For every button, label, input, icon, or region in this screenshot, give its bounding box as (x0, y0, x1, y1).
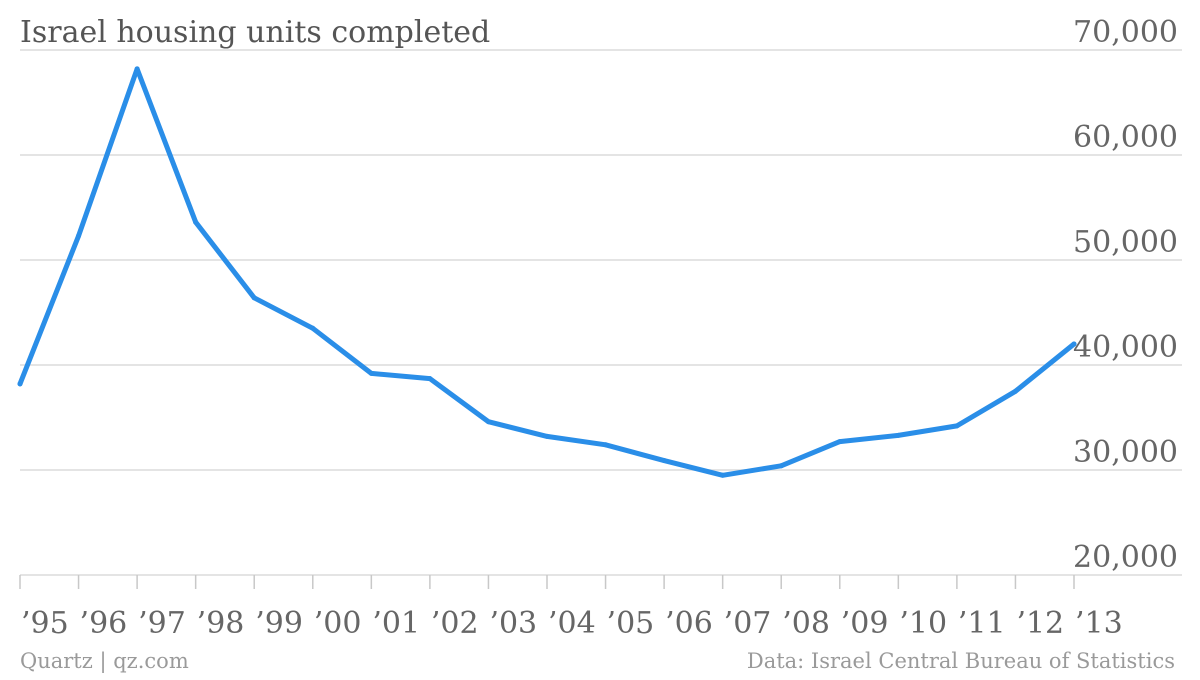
x-tick-label: ’09 (841, 606, 889, 641)
x-tick-label: ’97 (138, 606, 186, 641)
x-tick-label: ’01 (372, 606, 420, 641)
data-point (76, 233, 82, 239)
data-point (485, 419, 491, 425)
y-tick-label: 60,000 (1073, 120, 1178, 155)
x-tick-label: ’08 (782, 606, 830, 641)
data-point (193, 219, 199, 225)
data-point (895, 432, 901, 438)
data-point (661, 458, 667, 464)
x-tick-label: ’96 (80, 606, 128, 641)
series-layer (17, 66, 1077, 478)
source-credit: Quartz | qz.com (20, 649, 189, 674)
x-tick-label: ’10 (899, 606, 947, 641)
x-tick-label: ’03 (489, 606, 537, 641)
y-tick-label: 20,000 (1073, 540, 1178, 575)
gridlines (20, 49, 1182, 576)
x-tick-label: ’07 (724, 606, 772, 641)
y-tick-label: 40,000 (1073, 330, 1178, 365)
data-point (778, 463, 784, 469)
x-tick-label: ’02 (431, 606, 479, 641)
data-point (310, 325, 316, 331)
y-tick-label: 50,000 (1073, 225, 1178, 260)
chart-title: Israel housing units completed (20, 15, 490, 50)
data-point (954, 423, 960, 429)
y-tick-label: 70,000 (1073, 15, 1178, 50)
series-line (17, 66, 1077, 478)
data-point (17, 381, 23, 387)
x-tick-label: ’98 (197, 606, 245, 641)
data-point (720, 472, 726, 478)
data-point (603, 442, 609, 448)
x-tick-label: ’04 (548, 606, 596, 641)
x-tick-label: ’00 (314, 606, 362, 641)
x-tick-label: ’13 (1075, 606, 1123, 641)
data-point (134, 66, 140, 72)
data-point (837, 439, 843, 445)
data-point (544, 433, 550, 439)
x-tick-label: ’05 (607, 606, 655, 641)
x-tick-label: ’12 (1016, 606, 1064, 641)
x-tick-label: ’11 (958, 606, 1006, 641)
y-tick-label: 30,000 (1073, 435, 1178, 470)
y-axis: 20,000 30,000 40,000 50,000 60,000 70,000 (1073, 15, 1178, 575)
x-axis: ’95 ’96 ’97 ’98 ’99 ’00 ’01 ’02 ’03 ’04 ’05 ’06 ’07 ’… (19, 575, 1123, 641)
data-source: Data: Israel Central Bureau of Statistic… (747, 649, 1175, 673)
x-tick-label: ’06 (665, 606, 713, 641)
data-point (368, 370, 374, 376)
data-point (1071, 341, 1077, 347)
data-point (1012, 388, 1018, 394)
x-tick-label: ’99 (255, 606, 303, 641)
data-point (251, 295, 257, 301)
data-point (427, 376, 433, 382)
x-tick-label: ’95 (21, 606, 69, 641)
